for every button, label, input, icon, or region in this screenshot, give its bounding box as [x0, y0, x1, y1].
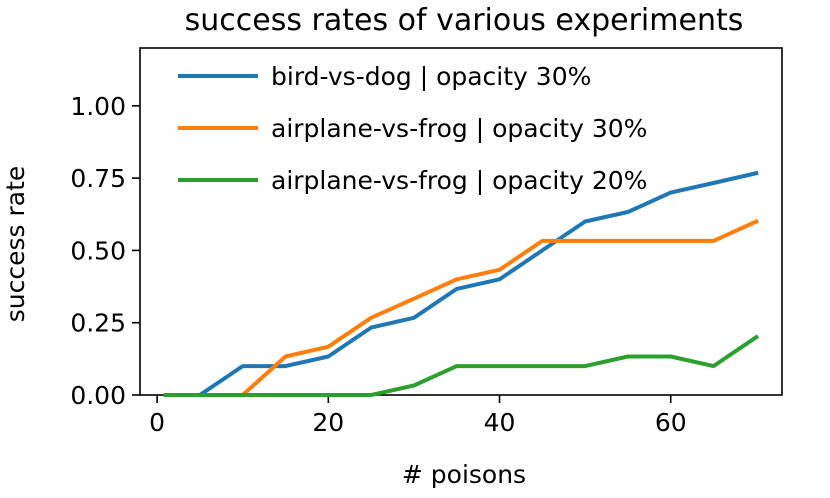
x-axis-label: # poisons: [402, 460, 526, 489]
series-line-1: [163, 170, 759, 397]
x-tick-label: 60: [655, 408, 687, 437]
y-tick-label: 0.00: [70, 381, 126, 410]
legend-label-1: bird-vs-dog | opacity 30%: [271, 62, 591, 91]
y-axis-label: success rate: [1, 166, 30, 323]
y-tick-label: 0.50: [70, 236, 126, 265]
y-tick-label: 0.75: [70, 164, 126, 193]
x-tick-label: 40: [484, 408, 516, 437]
series-line-2: [163, 218, 759, 397]
chart-title: success rates of various experiments: [185, 3, 744, 38]
y-tick-label: 1.00: [70, 92, 126, 121]
y-tick-label: 0.25: [70, 309, 126, 338]
series-line-3: [163, 334, 760, 397]
legend: bird-vs-dog | opacity 30% airplane-vs-fro…: [178, 62, 647, 195]
plot-frame: [139, 47, 783, 396]
series-group: [163, 170, 760, 397]
x-axis: 0 20 40 60: [149, 395, 687, 437]
legend-label-2: airplane-vs-frog | opacity 30%: [271, 114, 647, 143]
y-axis: 0.00 0.25 0.50 0.75 1.00: [70, 92, 140, 410]
legend-label-3: airplane-vs-frog | opacity 20%: [271, 166, 647, 195]
x-tick-label: 20: [312, 408, 344, 437]
x-tick-label: 0: [149, 408, 165, 437]
